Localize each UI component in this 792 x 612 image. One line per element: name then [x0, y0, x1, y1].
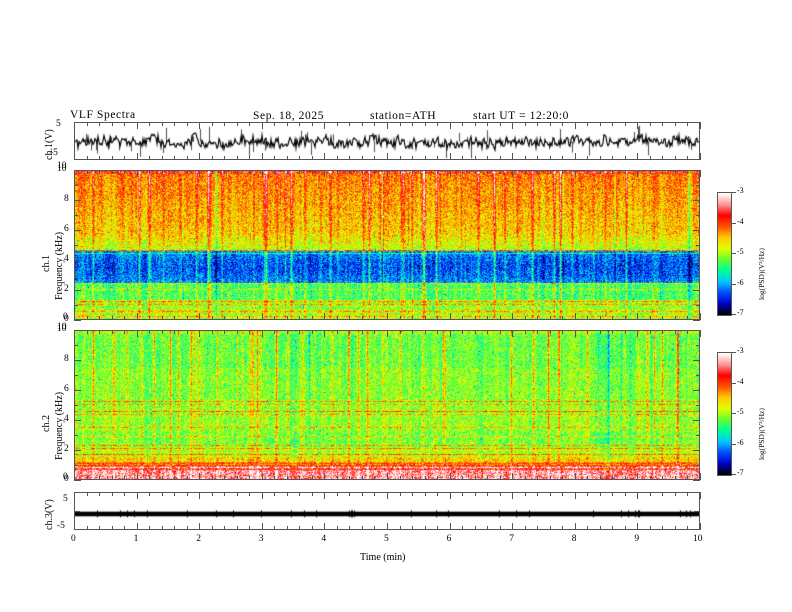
ch2-freq-top-label: 10 — [57, 322, 67, 332]
cb1-tick-neg6: -6 — [737, 277, 744, 287]
cb1-tick-neg7: -7 — [737, 308, 744, 317]
ch1-freq-tick-0: 0 — [64, 314, 69, 324]
ch2-spectrogram-image — [75, 331, 699, 479]
axis-tick — [700, 313, 701, 320]
ch1-spectrogram-channel-label: ch.1 — [41, 255, 52, 272]
axis-tick — [693, 320, 700, 321]
axis-tick — [700, 122, 701, 129]
x-tick-label-6: 6 — [446, 534, 452, 544]
x-tick-label-1: 1 — [133, 534, 139, 544]
axis-tick — [700, 153, 701, 160]
axis-tick — [700, 330, 701, 337]
figure-title: VLF Spectra — [70, 109, 136, 121]
start-ut-label: start UT = 12:20:0 — [473, 110, 569, 122]
x-tick-label-7: 7 — [509, 534, 514, 544]
colorbar-ch1-label: log(PSD)(V²/Hz) — [757, 248, 766, 300]
x-tick-label-3: 3 — [258, 534, 264, 544]
ch2-freq-bottom-label: 0 — [63, 472, 68, 482]
ch1-freq-tick-8: 8 — [64, 194, 69, 204]
cb2-tick-neg4: -4 — [737, 376, 744, 386]
axis-tick — [74, 320, 81, 321]
cb2-tick-neg5: -5 — [737, 407, 744, 416]
cb1-tick-neg3: -3 — [737, 186, 744, 195]
cb2-tick-neg3: -3 — [737, 346, 744, 355]
cb2-tick-neg7: -7 — [737, 468, 744, 477]
ch1-freq-tick-10: 10 — [57, 164, 67, 174]
observation-date: Sep. 18, 2025 — [253, 110, 325, 122]
axis-tick — [74, 480, 81, 481]
ch2-spectrogram-panel — [74, 330, 700, 480]
x-tick-label-0: 0 — [71, 534, 76, 544]
ch2-freq-tick-10: 10 — [57, 324, 67, 334]
x-tick-label-9: 9 — [634, 534, 640, 544]
axis-tick — [700, 523, 701, 530]
ch2-freq-tick-0: 0 — [64, 474, 69, 484]
x-tick-label-4: 4 — [321, 534, 327, 544]
axis-tick — [700, 170, 701, 177]
colorbar-ch2-label: log(PSD)(V²/Hz) — [757, 408, 766, 460]
ch1-spectrogram-panel — [74, 170, 700, 320]
ch1-spectrogram-image — [75, 171, 699, 319]
ch1-freq-top-label: 10 — [57, 161, 67, 171]
ch3v-tick-neg5: -5 — [57, 521, 65, 531]
station-label: station=ATH — [370, 110, 437, 122]
ch2-spectrogram-channel-label: ch.2 — [41, 415, 52, 432]
cb2-tick-neg6: -6 — [737, 437, 744, 447]
ch2-freq-tick-8: 8 — [64, 354, 69, 364]
time-axis-label: Time (min) — [360, 552, 406, 563]
ch1-voltage-trace — [75, 123, 699, 159]
colorbar-ch1 — [717, 192, 732, 316]
ch3-voltage-trace — [75, 493, 699, 529]
x-tick-label-10: 10 — [693, 534, 703, 544]
ch1v-tick-pos5: 5 — [56, 119, 61, 129]
cb1-tick-neg4: -4 — [737, 216, 744, 226]
ch1v-tick-neg5: -5 — [50, 148, 58, 158]
axis-tick — [693, 480, 700, 481]
x-tick-label-5: 5 — [384, 534, 389, 544]
colorbar-ch2 — [717, 352, 732, 476]
ch1-freq-bottom-label: 0 — [63, 312, 68, 322]
ch2-frequency-axis-label: Frequency (kHz) — [54, 391, 65, 460]
x-tick-label-8: 8 — [571, 534, 577, 544]
colorbar-ch2-gradient — [717, 352, 732, 476]
cb1-tick-neg5: -5 — [737, 247, 744, 256]
colorbar-ch1-gradient — [717, 192, 732, 316]
axis-tick — [700, 492, 701, 499]
ch3-voltage-axis-label: ch.3(V) — [44, 499, 55, 530]
ch3v-tick-pos5: 5 — [63, 494, 68, 504]
axis-tick — [700, 473, 701, 480]
ch1-frequency-axis-label: Frequency (kHz) — [54, 231, 65, 300]
ch3-voltage-panel — [74, 492, 700, 530]
x-tick-label-2: 2 — [196, 534, 201, 544]
ch1-voltage-panel — [74, 122, 700, 160]
